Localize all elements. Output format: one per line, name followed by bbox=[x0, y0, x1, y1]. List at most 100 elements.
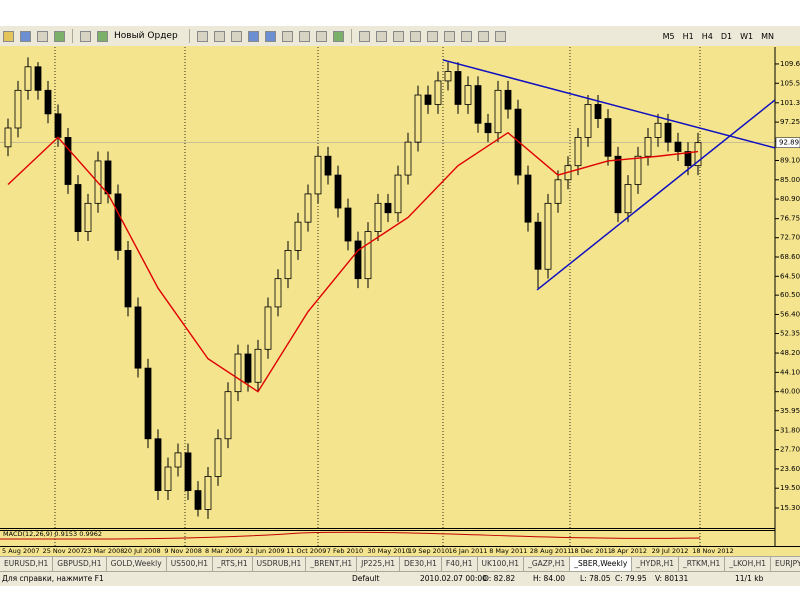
candle-body bbox=[64, 137, 72, 185]
y-tick-label: 89.10 bbox=[780, 156, 800, 164]
candle-body bbox=[674, 141, 682, 152]
icon[interactable] bbox=[230, 30, 242, 42]
chart-tab[interactable]: US500,H1 bbox=[167, 557, 214, 571]
timeframe-button[interactable]: H1 bbox=[682, 31, 694, 41]
icon[interactable] bbox=[443, 30, 455, 42]
candle-body bbox=[414, 94, 422, 143]
chart-tab[interactable]: _GAZP,H1 bbox=[524, 557, 571, 571]
icon[interactable] bbox=[213, 30, 225, 42]
icon[interactable] bbox=[477, 30, 489, 42]
icon[interactable] bbox=[37, 30, 48, 42]
chart-tab[interactable]: _LKOH,H1 bbox=[725, 557, 772, 571]
candle-body bbox=[394, 174, 402, 214]
candle-body bbox=[354, 240, 362, 280]
candle-body bbox=[84, 202, 92, 232]
last-price-label: 92.89 bbox=[779, 139, 799, 147]
icon[interactable] bbox=[460, 30, 472, 42]
chart-tab[interactable]: UK100,H1 bbox=[478, 557, 525, 571]
separator bbox=[188, 29, 190, 43]
icon[interactable] bbox=[80, 30, 91, 42]
status-close: C: 79.95 bbox=[615, 574, 647, 583]
icon[interactable] bbox=[375, 30, 387, 42]
candle-body bbox=[124, 250, 132, 308]
icon[interactable] bbox=[54, 30, 65, 42]
candle-body bbox=[274, 278, 282, 308]
icon[interactable] bbox=[392, 30, 404, 42]
chart-tab[interactable]: _RTKM,H1 bbox=[679, 557, 726, 571]
period-separators bbox=[54, 47, 701, 546]
status-help: Для справки, нажмите F1 bbox=[2, 574, 104, 583]
chart-tab[interactable]: F40,H1 bbox=[442, 557, 478, 571]
y-tick-label: 27.70 bbox=[780, 446, 800, 454]
candle-body bbox=[234, 353, 242, 393]
icon[interactable] bbox=[196, 30, 208, 42]
candle-body bbox=[284, 250, 292, 280]
candle-body bbox=[574, 137, 582, 167]
candle-body bbox=[134, 306, 142, 369]
chart-tabs: EURUSD,H1 GBPUSD,H1 GOLD,Weekly US500,H1 _RT… bbox=[0, 556, 800, 571]
y-tick-label: 48.20 bbox=[780, 349, 800, 357]
icon[interactable] bbox=[3, 30, 14, 42]
x-tick-label: 8 Apr 2012 bbox=[611, 547, 647, 555]
timeframe-button[interactable]: W1 bbox=[740, 31, 754, 41]
candle-body bbox=[424, 94, 432, 105]
timeframe-button[interactable]: M5 bbox=[662, 31, 675, 41]
candle-body bbox=[374, 202, 382, 232]
y-tick-label: 15.30 bbox=[780, 504, 800, 512]
chart-tab[interactable]: EURUSD,H1 bbox=[0, 557, 54, 571]
chart-tab[interactable]: JP225,H1 bbox=[357, 557, 401, 571]
icon[interactable] bbox=[97, 30, 108, 42]
chart-tab[interactable]: GOLD,Weekly bbox=[107, 557, 167, 571]
candle-body bbox=[454, 71, 462, 105]
icon[interactable] bbox=[298, 30, 310, 42]
chart-tab[interactable]: DE30,H1 bbox=[400, 557, 442, 571]
candle-body bbox=[384, 202, 392, 214]
y-tick-label: 44.10 bbox=[780, 368, 800, 376]
chart-tab[interactable]: _SBER,Weekly bbox=[570, 557, 633, 571]
moving-average bbox=[7, 131, 699, 393]
chart-tab[interactable]: EURJPY,H bbox=[771, 557, 800, 571]
candle-body bbox=[664, 122, 672, 143]
icon[interactable] bbox=[332, 30, 344, 42]
timeframe-button[interactable]: H4 bbox=[701, 31, 713, 41]
y-tick-label: 23.60 bbox=[780, 465, 800, 473]
icon[interactable] bbox=[358, 30, 370, 42]
x-tick-label: 11 Oct 2009 bbox=[286, 547, 326, 555]
candle-body bbox=[434, 80, 442, 105]
candle-body bbox=[524, 174, 532, 223]
icon[interactable] bbox=[315, 30, 327, 42]
candle-body bbox=[304, 193, 312, 223]
candle-body bbox=[24, 66, 32, 91]
candle-body bbox=[604, 118, 612, 157]
icon[interactable] bbox=[494, 30, 506, 42]
candle-body bbox=[464, 85, 472, 105]
y-tick-label: 76.75 bbox=[780, 215, 800, 223]
chart-tab[interactable]: _BRENT,H1 bbox=[306, 557, 358, 571]
icon[interactable] bbox=[20, 30, 31, 42]
icon[interactable] bbox=[409, 30, 421, 42]
candle-body bbox=[584, 104, 592, 138]
timeframe-button[interactable]: D1 bbox=[720, 31, 733, 41]
icon[interactable] bbox=[426, 30, 438, 42]
new-order-button[interactable]: Новый Ордер bbox=[114, 31, 178, 41]
icon[interactable] bbox=[264, 30, 276, 42]
candle-body bbox=[494, 89, 502, 134]
y-tick-label: 85.00 bbox=[780, 176, 800, 184]
timeframe-button[interactable]: MN bbox=[761, 31, 774, 41]
chart-tab[interactable]: GBPUSD,H1 bbox=[53, 557, 107, 571]
candle-body bbox=[504, 89, 512, 110]
candle-body bbox=[44, 89, 52, 115]
y-tick-label: 40.00 bbox=[780, 388, 800, 396]
chart-tab[interactable]: _HYDR,H1 bbox=[632, 557, 680, 571]
chart-tab[interactable]: USDRUB,H1 bbox=[253, 557, 307, 571]
candle-body bbox=[474, 85, 482, 124]
status-high: H: 84.00 bbox=[533, 574, 566, 583]
candle-body bbox=[294, 221, 302, 251]
x-tick-label: 29 Jul 2012 bbox=[652, 547, 689, 555]
icon[interactable] bbox=[281, 30, 293, 42]
candle-body bbox=[624, 184, 632, 214]
icon[interactable] bbox=[247, 30, 259, 42]
chart-tab[interactable]: _RTS,H1 bbox=[213, 557, 253, 571]
y-tick-label: 60.50 bbox=[780, 291, 800, 299]
